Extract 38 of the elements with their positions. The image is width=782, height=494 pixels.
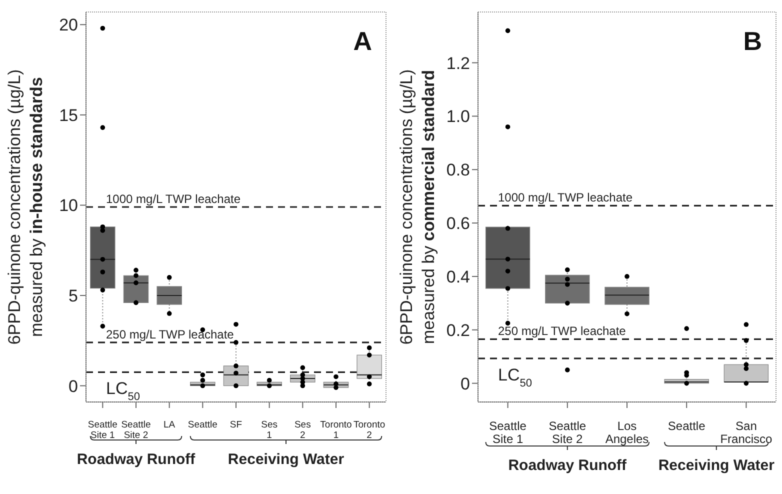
x-tick-label: LA (164, 420, 176, 430)
text: Receiving Water (228, 451, 344, 468)
x-tick-label: Seattle Site 1 (88, 420, 118, 441)
y-tick-label: 0.4 (446, 267, 470, 286)
ref-line-label: 1000 mg/L TWP leachate (106, 192, 241, 206)
text: B (743, 26, 762, 56)
x-tick-label: San Francisco (720, 419, 773, 446)
x-tick-label: Toronto 2 (353, 420, 386, 441)
x-tick-label: Ses 2 (294, 420, 312, 441)
ref-line-label: 250 mg/L TWP leachate (498, 324, 626, 338)
y-tick-label: 0 (68, 376, 78, 396)
ref-line-label: LC$_{50}$ (498, 365, 532, 390)
x-tick-label: Seattle Site 2 (121, 420, 151, 441)
x-tick-label: SF (230, 420, 242, 430)
y-tick-label: 5 (68, 286, 78, 306)
ref-line-label: LC$_{50}$ (106, 379, 140, 404)
ref-line-label: 1000 mg/L TWP leachate (498, 190, 633, 205)
x-tick-label: Seattle Site 1 (489, 419, 527, 446)
y-tick-label: 20 (59, 16, 78, 35)
y-tick-label: 1.2 (446, 54, 470, 73)
x-tick-label: Seattle (188, 420, 218, 430)
y-tick-label: 10 (59, 196, 78, 216)
text: Roadway Runoff (508, 457, 628, 474)
text: Roadway Runoff (76, 451, 196, 468)
y-tick-label: 0.2 (446, 320, 470, 340)
x-tick-label: Seattle (668, 419, 706, 433)
text: Receiving Water (658, 457, 775, 474)
ref-line-label: 250 mg/L TWP leachate (106, 327, 234, 342)
x-tick-label: Ses 1 (261, 420, 278, 441)
x-tick-label: Toronto 1 (320, 420, 352, 441)
y-tick-label: 0 (460, 374, 470, 394)
x-tick-label: Los Angeles (605, 419, 649, 446)
y-tick-label: 0.8 (446, 160, 470, 180)
y-tick-label: 1.0 (446, 107, 470, 126)
x-tick-label: Seattle Site 2 (548, 419, 586, 446)
y-tick-label: 0.6 (446, 214, 470, 234)
y-tick-label: 15 (59, 106, 78, 125)
text: A (353, 26, 372, 56)
